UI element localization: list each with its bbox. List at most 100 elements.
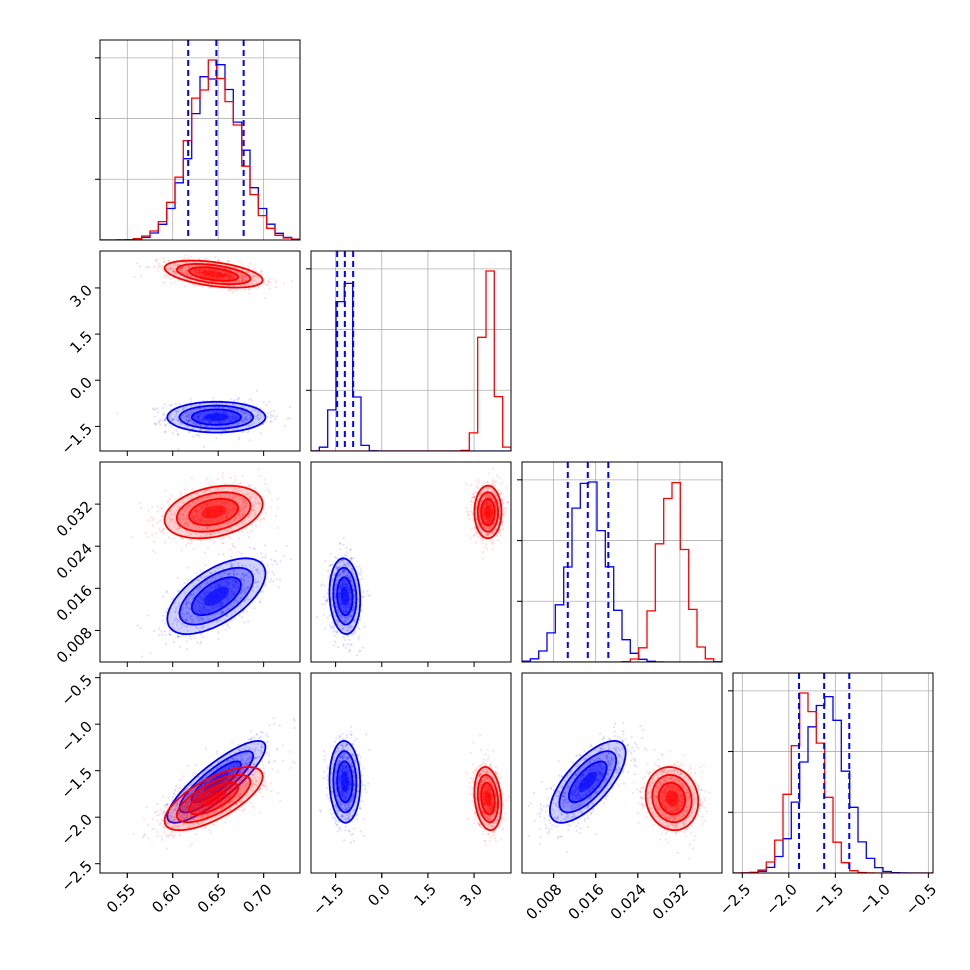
scatter-point [215, 410, 219, 413]
scatter-point [193, 414, 197, 418]
scatter-point [176, 433, 179, 436]
scatter-point [228, 284, 231, 287]
scatter-point [229, 537, 232, 540]
scatter-point [185, 272, 188, 275]
scatter-point [222, 411, 225, 414]
scatter-point [206, 547, 210, 550]
scatter-point [266, 415, 269, 418]
scatter-point [230, 415, 233, 418]
scatter-point [158, 419, 161, 422]
scatter-point [229, 274, 232, 277]
scatter-point [228, 416, 231, 419]
scatter-point [169, 425, 172, 428]
scatter-point [243, 411, 246, 414]
scatter-point [323, 627, 326, 630]
scatter-point [236, 422, 239, 425]
scatter-point [236, 398, 239, 401]
scatter-point [195, 269, 198, 272]
scatter-point [360, 570, 363, 574]
scatter-point [149, 651, 152, 655]
scatter-point [199, 413, 202, 416]
scatter-point [498, 489, 501, 492]
scatter-point [204, 424, 207, 427]
scatter-point [219, 421, 223, 424]
scatter-point [174, 410, 177, 413]
scatter-point [212, 396, 215, 399]
panel-frame [99, 39, 301, 241]
scatter-point [184, 254, 187, 257]
scatter-point [202, 417, 205, 420]
scatter-point [259, 407, 262, 410]
scatter-point [268, 400, 271, 403]
scatter-point [183, 406, 187, 410]
scatter-point [169, 404, 172, 407]
scatter-point [223, 420, 226, 423]
scatter-point [193, 636, 196, 640]
scatter-point [248, 546, 251, 549]
scatter-point [227, 418, 231, 421]
scatter-point [243, 621, 246, 624]
scatter-point [189, 416, 192, 420]
scatter-point [475, 541, 478, 544]
scatter-point [323, 595, 326, 598]
scatter-point [232, 285, 235, 288]
scatter-point [238, 482, 241, 485]
scatter-point [243, 410, 246, 413]
scatter-point [195, 264, 198, 267]
scatter-point [168, 267, 171, 270]
scatter-point [253, 422, 256, 425]
scatter-point [470, 537, 473, 540]
scatter-point [162, 269, 165, 272]
scatter-point [240, 410, 243, 413]
scatter-point [227, 407, 231, 410]
scatter-point [202, 275, 205, 278]
scatter-point [203, 413, 206, 416]
scatter-point [190, 411, 194, 414]
panel-0-0 [95, 39, 301, 241]
scatter-point [235, 413, 239, 416]
scatter-point [243, 417, 246, 420]
scatter-point [188, 635, 191, 638]
scatter-point [259, 432, 262, 435]
scatter-point [147, 265, 150, 268]
scatter-point [189, 397, 192, 400]
scatter-point [202, 445, 205, 448]
scatter-point [231, 418, 234, 421]
scatter-point [170, 268, 173, 271]
scatter-point [241, 475, 244, 478]
scatter-point [165, 591, 168, 594]
scatter-point [196, 433, 199, 437]
scatter-point [352, 557, 355, 560]
scatter-point [218, 259, 221, 262]
scatter-point [130, 535, 133, 539]
scatter-point [183, 256, 186, 260]
scatter-point [161, 264, 164, 267]
scatter-point [273, 417, 277, 420]
scatter-point [170, 418, 173, 421]
scatter-point [148, 266, 151, 269]
scatter-point [207, 276, 210, 279]
scatter-point [203, 418, 206, 421]
scatter-point [205, 258, 208, 261]
scatter-point [239, 410, 242, 413]
scatter-point [236, 416, 239, 419]
scatter-point [333, 634, 336, 637]
scatter-point [241, 415, 244, 418]
scatter-point [195, 269, 198, 272]
scatter-point [161, 514, 164, 517]
scatter-point [252, 283, 255, 286]
scatter-point [274, 560, 277, 563]
scatter-point [259, 475, 262, 478]
scatter-point [208, 268, 211, 271]
scatter-point [237, 409, 240, 412]
scatter-point [152, 407, 155, 410]
scatter-point [194, 423, 198, 427]
scatter-point [172, 418, 175, 421]
scatter-point [152, 549, 155, 553]
scatter-point [202, 417, 205, 420]
scatter-point [275, 578, 278, 581]
scatter-point [199, 640, 203, 644]
scatter-point [262, 517, 265, 520]
scatter-point [209, 286, 212, 289]
